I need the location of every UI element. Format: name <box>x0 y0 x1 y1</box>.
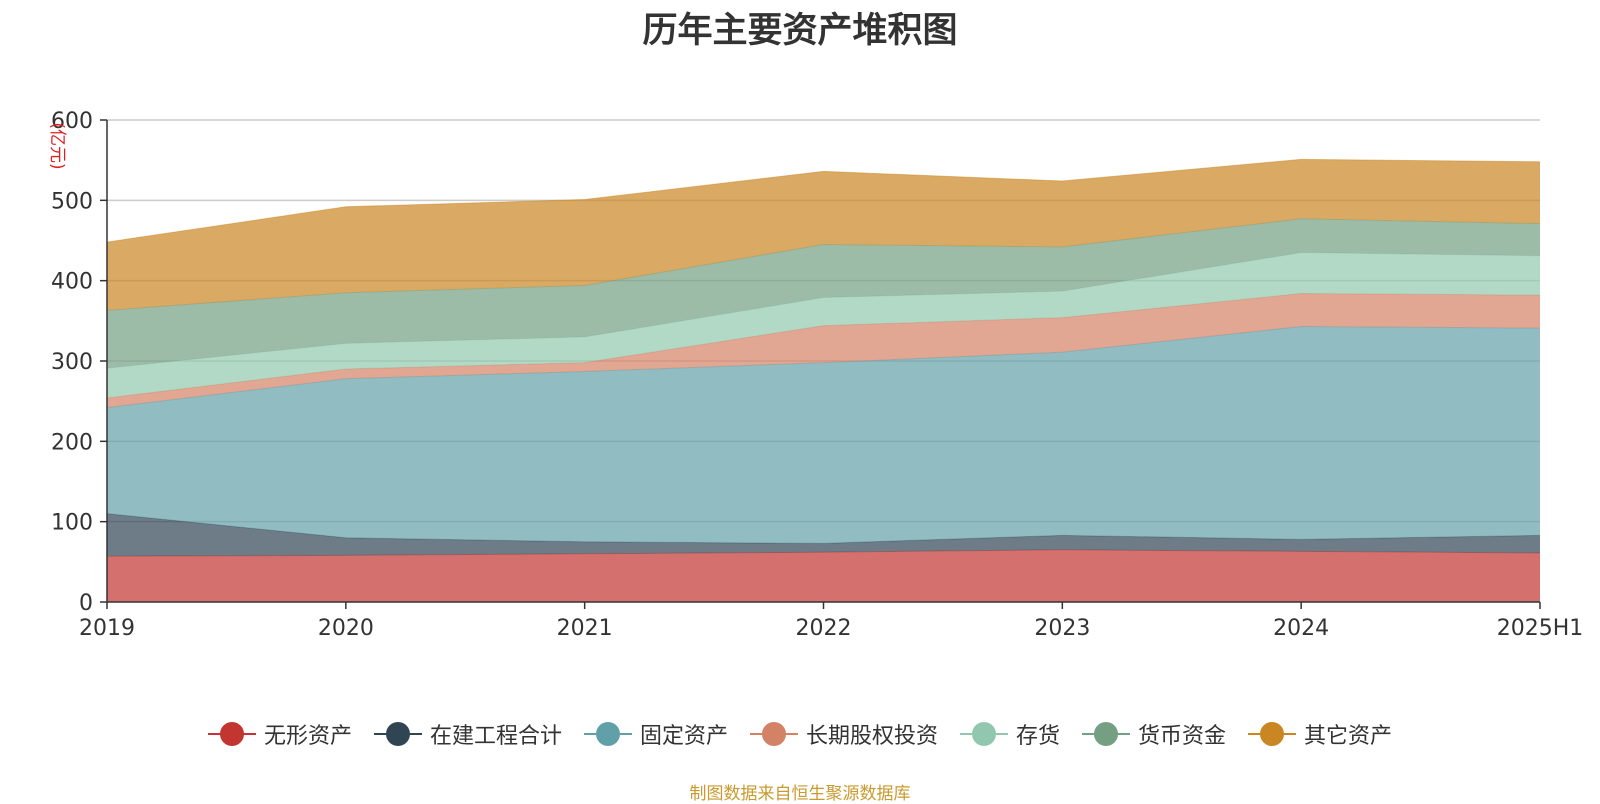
legend-marker-icon <box>373 722 422 746</box>
legend-label: 存货 <box>1016 724 1061 749</box>
legend-marker-icon <box>749 722 798 746</box>
legend-marker-icon <box>583 722 632 746</box>
area-series-1 <box>107 513 1540 557</box>
chart-legend: 无形资产 在建工程合计 固定资产 长期股权投资 存货 货币资金 其它资产 <box>0 718 1600 750</box>
legend-label: 货币资金 <box>1138 724 1227 749</box>
legend-label: 在建工程合计 <box>429 724 562 749</box>
chart-title: 历年主要资产堆积图 <box>642 11 958 51</box>
legend-item-3[interactable]: 长期股权投资 <box>749 718 938 750</box>
legend-item-6[interactable]: 其它资产 <box>1248 718 1392 750</box>
y-tick-label: 200 <box>51 430 93 455</box>
x-tick-label: 2021 <box>557 616 613 641</box>
area-series-5 <box>107 218 1540 369</box>
legend-label: 固定资产 <box>639 724 728 749</box>
legend-label: 长期股权投资 <box>805 724 938 749</box>
legend-label: 其它资产 <box>1304 724 1393 749</box>
legend-marker-icon <box>960 722 1008 746</box>
x-tick-label: 2019 <box>79 616 135 641</box>
legend-marker-icon <box>1082 722 1131 746</box>
y-tick-label: 400 <box>51 270 93 295</box>
area-series-6 <box>107 159 1540 311</box>
x-tick-label: 2020 <box>318 616 374 641</box>
y-tick-label: 100 <box>51 511 93 536</box>
area-series-2 <box>107 326 1540 544</box>
area-series-0 <box>107 549 1540 602</box>
y-tick-label: 0 <box>79 591 93 616</box>
legend-marker-icon <box>207 722 256 746</box>
legend-item-1[interactable]: 在建工程合计 <box>373 718 562 750</box>
legend-label: 无形资产 <box>263 724 352 749</box>
area-series-3 <box>107 293 1540 408</box>
data-source-note: 制图数据来自恒生聚源数据库 <box>689 784 911 804</box>
legend-item-2[interactable]: 固定资产 <box>583 718 728 750</box>
area-series-4 <box>107 252 1540 398</box>
y-tick-label: 500 <box>51 189 93 214</box>
y-tick-label: 300 <box>51 350 93 375</box>
y-axis-unit-label: (亿元) <box>47 122 67 169</box>
x-tick-label: 2024 <box>1273 616 1329 641</box>
legend-item-0[interactable]: 无形资产 <box>207 718 352 750</box>
x-tick-label: 2025H1 <box>1497 616 1584 641</box>
legend-item-5[interactable]: 货币资金 <box>1082 718 1226 750</box>
stacked-area-chart: 0 100 200 300 400 500 600 2019 2020 2021 2022 2023 2… <box>47 109 1584 641</box>
legend-marker-icon <box>1248 722 1297 746</box>
area-series-line-6 <box>106 158 1541 243</box>
x-tick-label: 2023 <box>1034 616 1090 641</box>
legend-item-4[interactable]: 存货 <box>960 718 1060 750</box>
y-tick-label: 600 <box>51 109 93 134</box>
x-tick-label: 2022 <box>796 616 852 641</box>
